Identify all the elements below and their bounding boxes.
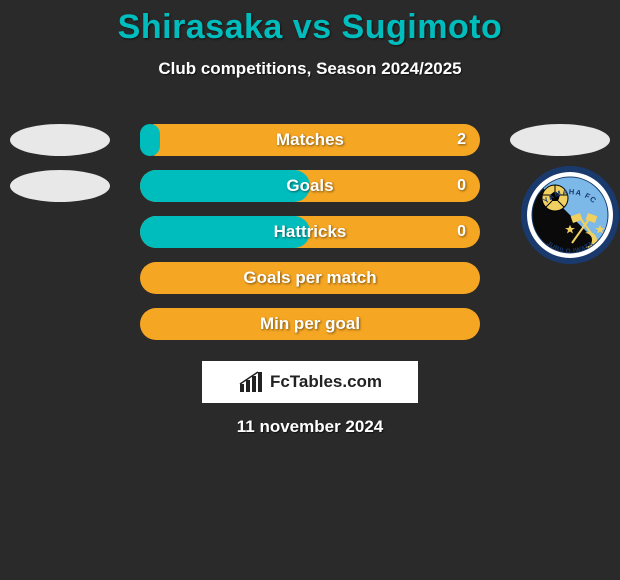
stat-label: Goals — [286, 176, 333, 196]
player-oval-right — [510, 124, 610, 156]
stat-bar: Hattricks 0 — [140, 216, 480, 248]
stat-label: Matches — [276, 130, 344, 150]
stat-row: Matches 2 — [0, 117, 620, 163]
stat-bar: Goals 0 — [140, 170, 480, 202]
stat-bar: Min per goal — [140, 308, 480, 340]
stat-value-right: 2 — [457, 131, 466, 149]
club-logo-icon: YAMAHA FC JUBILO IWATA — [520, 165, 620, 265]
brand-box: FcTables.com — [202, 361, 418, 403]
stat-bar-left-fill — [140, 124, 160, 156]
brand-name: FcTables.com — [270, 372, 382, 392]
page-title: Shirasaka vs Sugimoto — [0, 8, 620, 47]
subtitle: Club competitions, Season 2024/2025 — [0, 59, 620, 79]
comparison-card: Shirasaka vs Sugimoto Club competitions,… — [0, 0, 620, 437]
stat-bar-left-fill — [140, 170, 310, 202]
stat-label: Min per goal — [260, 314, 360, 334]
stat-bar: Goals per match — [140, 262, 480, 294]
stat-value-right: 0 — [457, 223, 466, 241]
player-oval-left — [10, 124, 110, 156]
date: 11 november 2024 — [0, 417, 620, 437]
stat-row: Min per goal — [0, 301, 620, 347]
stat-row: YAMAHA FC JUBILO IWATA Hattricks0 — [0, 209, 620, 255]
stat-bar: Matches 2 — [140, 124, 480, 156]
brand-chart-icon — [238, 370, 264, 394]
stat-row: Goals per match — [0, 255, 620, 301]
stat-value-right: 0 — [457, 177, 466, 195]
stat-label: Hattricks — [274, 222, 347, 242]
stat-rows: Matches 2 — [0, 117, 620, 347]
stat-label: Goals per match — [243, 268, 376, 288]
player-oval-left — [10, 170, 110, 202]
